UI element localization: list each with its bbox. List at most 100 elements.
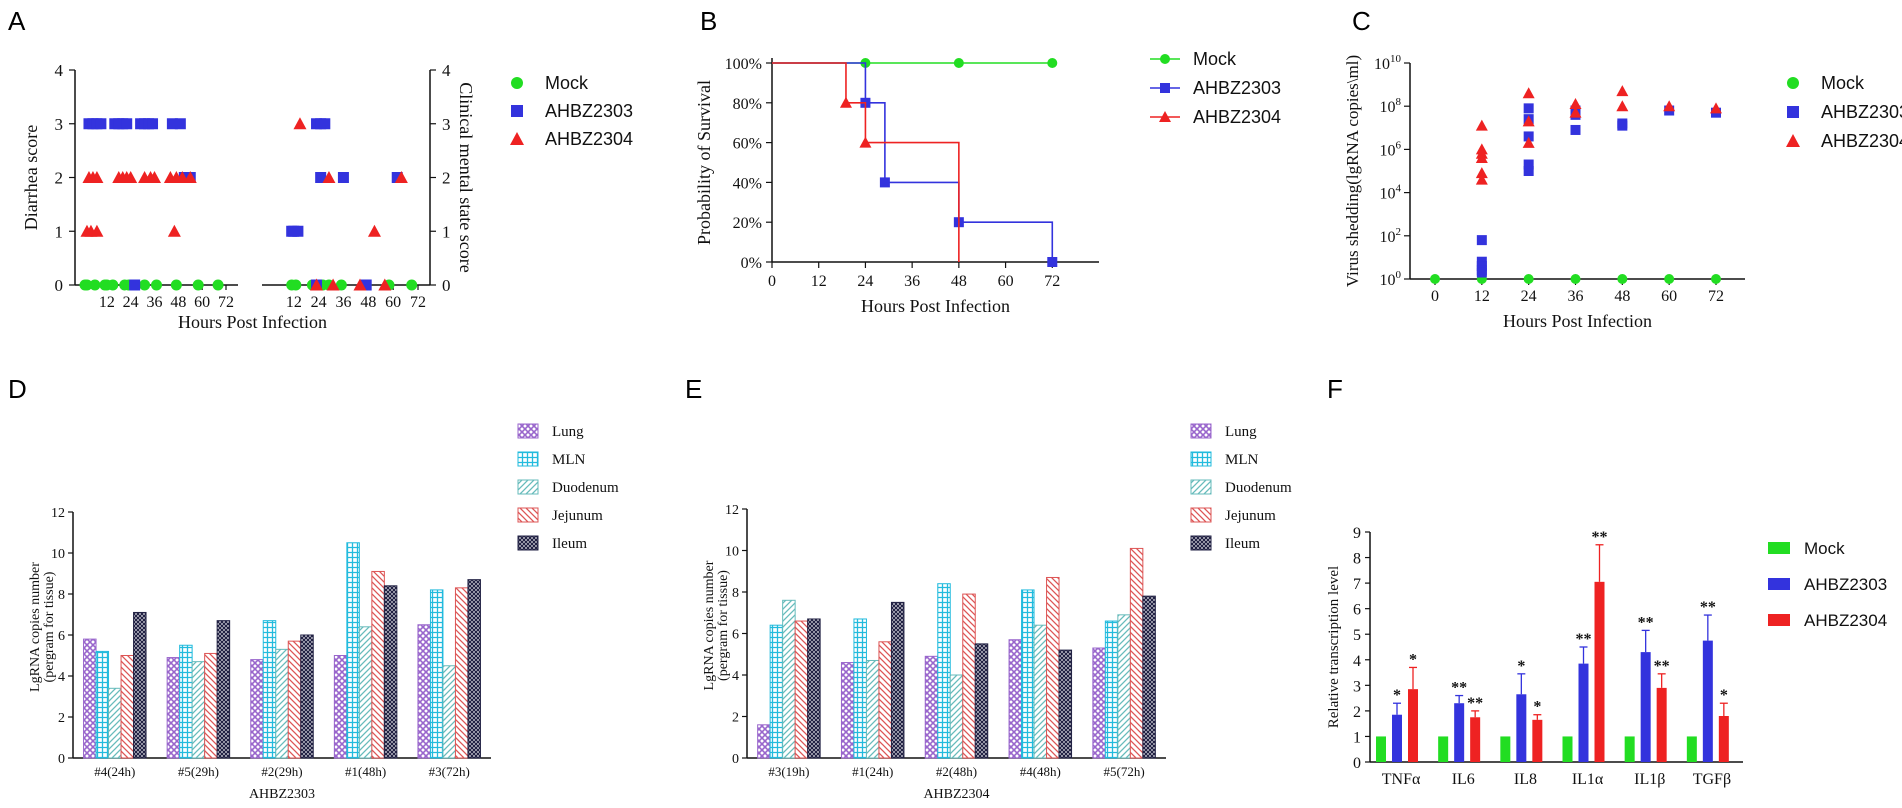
axis-label-a-y-right: Clinical mental state score [456,82,476,272]
bar-d-lung [166,657,181,759]
tick-label-c-x: 60 [1661,288,1677,305]
bar-e-lung [1092,647,1106,759]
legend-e-label: MLN [1225,452,1259,468]
tick-label-f-y: 1 [1353,729,1361,746]
legend-a-marker [511,77,523,89]
tick-label-c-x: 0 [1431,288,1439,305]
point-a-ahbz2304 [293,117,307,130]
bar-e-ileum [1058,649,1073,759]
point-b-ahbz2304 [839,96,852,108]
tick-label-f-x: IL6 [1452,771,1475,788]
point-a-ahbz2303 [129,279,141,291]
bar-f-ahbz2303 [1454,703,1465,762]
point-c-ahbz2303 [1570,124,1581,135]
bar-f-ahbz2303 [1516,694,1527,762]
legend-d-label: Lung [552,424,584,440]
axis-label-d-y2: (pergram for tissue) [42,571,57,682]
bar-e-ileum [1142,595,1156,759]
tick-label-a-y-left: 0 [55,276,64,295]
axis-label-a-y-left: Diarrhea score [21,125,41,230]
tick-label-f-y: 9 [1353,525,1361,542]
legend-f-swatch [1768,542,1790,554]
bar-e-mln [853,618,867,759]
bar-f-ahbz2303 [1702,640,1713,762]
tick-label-b-y: 40% [733,175,762,192]
bar-f-mock [1438,736,1449,762]
bar-e-duodenum [1117,614,1131,759]
legend-a-marker [510,132,524,145]
legend-d-swatch [517,423,539,439]
point-a-mock [107,279,119,291]
point-a-ahbz2304 [367,224,381,237]
tick-label-e-y: 4 [732,669,739,684]
line-b-ahbz2304 [772,62,960,262]
sig-f-ahbz2304: ** [1592,529,1608,546]
point-a-ahbz2304 [326,278,340,291]
bar-e-jejunum [1046,576,1060,759]
point-a-mock [81,279,93,291]
tick-label-c-x: 48 [1614,288,1630,305]
point-a-mock [335,279,347,291]
tick-label-d-y: 4 [58,670,65,685]
legend-b-marker [1160,54,1170,64]
bar-d-mln [95,650,110,759]
point-c-mock [1664,274,1675,284]
point-c-ahbz2304 [1710,102,1722,114]
tick-label-f-x: IL1β [1634,771,1665,788]
legend-d-swatch [517,479,539,495]
legend-e-swatch [1190,479,1212,495]
point-b-ahbz2303 [879,177,890,188]
point-b-ahbz2303 [1047,257,1058,267]
sig-f-ahbz2304: * [1720,687,1728,704]
legend-b-marker [1159,111,1171,122]
tick-label-b-x: 12 [811,273,827,290]
legend-b-label: Mock [1193,49,1237,69]
tick-label-a-x-left: 72 [218,294,234,311]
bar-d-ileum [133,611,147,759]
bar-e-ileum [890,601,905,759]
bar-f-ahbz2304 [1532,719,1543,762]
point-c-ahbz2303 [1617,120,1628,131]
legend-b-label: AHBZ2304 [1193,107,1281,127]
point-a-ahbz2303 [166,118,178,130]
tick-label-a-x-right: 36 [336,294,352,311]
legend-e-label: Lung [1225,424,1257,440]
bar-e-ileum [807,618,821,759]
legend-a-label: AHBZ2304 [545,129,633,149]
bar-d-jejunum [287,640,302,759]
axis-label-d-x: AHBZ2303 [249,787,315,802]
axis-label-f-y: Relative transcription level [1326,566,1342,728]
tick-label-f-x: IL1α [1572,771,1604,788]
legend-c-label: Mock [1821,73,1865,93]
tick-label-c-y: 102 [1380,226,1402,246]
bar-e-lung [1008,639,1023,759]
legend-c-label: AHBZ2304 [1821,131,1902,151]
tick-label-e-y: 2 [732,711,739,726]
bar-f-mock [1624,736,1635,762]
bar-f-ahbz2304 [1656,687,1667,762]
sig-f-ahbz2303: * [1517,658,1525,675]
tick-label-d-y: 8 [58,588,65,603]
tick-label-a-x-right: 48 [360,294,376,311]
axis-label-e-y: LgRNA copies number [702,560,717,690]
point-c-ahbz2303 [1523,103,1534,114]
bar-e-duodenum [782,599,796,759]
point-a-ahbz2303 [319,118,331,130]
tick-label-b-x: 48 [951,273,967,290]
legend-f-swatch [1768,614,1790,626]
legend-d-label: Jejunum [552,508,603,524]
tick-label-a-x-right: 24 [311,294,327,311]
axis-label-d-y: LgRNA copies number [28,562,43,692]
axis-label-a-x: Hours Post Infection [178,312,327,332]
tick-label-c-y: 104 [1380,183,1402,203]
point-a-ahbz2304 [394,171,408,183]
tick-label-a-y-right: 2 [442,169,451,188]
tick-label-b-x: 24 [857,273,873,290]
point-c-ahbz2303 [1476,267,1487,278]
tick-label-c-x: 24 [1521,288,1537,305]
point-a-mock [406,279,418,291]
bar-d-duodenum [442,665,456,759]
legend-d-label: MLN [552,452,586,468]
point-a-ahbz2304 [183,171,197,183]
tick-label-b-y: 0% [741,255,762,272]
